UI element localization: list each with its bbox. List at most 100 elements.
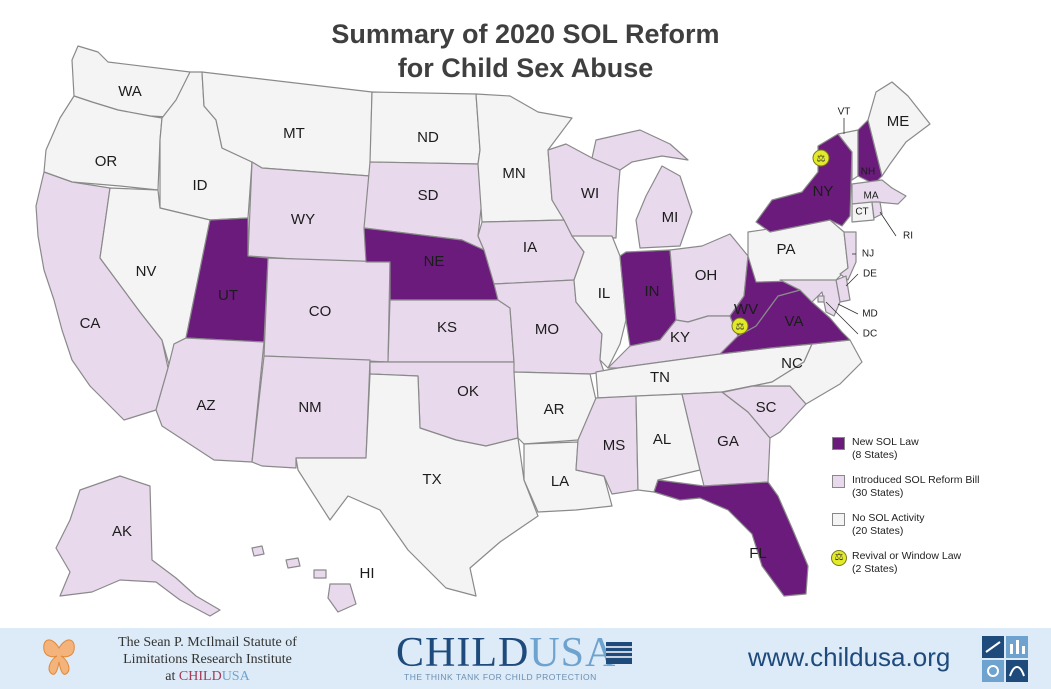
state-label-UT: UT [218,287,238,304]
state-label-IA: IA [523,239,537,256]
institute-line-2: Limitations Research Institute [123,652,292,667]
state-label-MT: MT [283,125,305,142]
state-label-SC: SC [756,399,777,416]
scales-of-justice-icon: ⚖ [736,322,745,333]
leader-line-MD [837,303,859,315]
state-label-IL: IL [598,285,611,302]
institute-line-1: The Sean P. McIlmail Statute of [118,635,297,650]
legend-introduced-label: Introduced SOL Reform Bill [852,474,980,486]
state-label-VA: VA [785,313,804,330]
state-label-LA: LA [551,473,569,490]
state-label-ND: ND [417,129,439,146]
legend-no-activity-label: No SOL Activity [852,512,925,524]
state-NJ [839,231,857,281]
childusa-mark-icon [982,636,1028,682]
state-label-AZ: AZ [196,397,215,414]
legend-new-law-count: (8 States) [852,449,898,461]
state-label-AL: AL [653,431,671,448]
state-DC [817,295,825,303]
state-WI [547,143,621,239]
institute-brand-a: CHILD [178,669,222,684]
footer-banner: The Sean P. McIlmail Statute of Limitati… [0,628,1051,689]
state-label-OK: OK [457,383,479,400]
state-AZ [155,337,265,463]
state-label-NE: NE [424,253,445,270]
flag-icon [606,642,632,664]
state-label-WI: WI [581,185,599,202]
legend-no-activity-count: (20 States) [852,525,904,537]
state-label-NV: NV [136,263,157,280]
state-FL [653,479,809,597]
state-label-MD: MD [862,309,878,320]
logo-text-usa: USA [529,630,617,676]
leader-line-RI [879,211,897,237]
state-label-OH: OH [695,267,718,284]
website-link[interactable]: www.childusa.org [748,642,951,672]
institute-name: The Sean P. McIlmail Statute of Limitati… [85,634,330,685]
state-label-ME: ME [887,113,910,130]
state-label-OR: OR [95,153,118,170]
state-label-RI: RI [903,231,913,242]
state-MI [591,129,693,249]
state-NY [755,133,853,233]
leader-line-DE [845,273,859,287]
state-label-MA: MA [864,191,879,202]
state-HI [251,545,357,613]
state-VT [837,129,859,181]
state-ME [867,81,931,177]
institute-line-3-prefix: at [165,669,179,684]
state-label-CO: CO [309,303,332,320]
revival-icon-NY [812,149,830,167]
state-label-NJ: NJ [862,249,874,260]
map-title-line-1: Summary of 2020 SOL Reform [331,19,720,49]
state-IL [571,235,627,369]
state-TX [295,373,539,597]
state-label-KY: KY [670,329,690,346]
state-label-MN: MN [502,165,525,182]
state-label-AK: AK [112,523,132,540]
state-label-CA: CA [80,315,101,332]
state-label-NC: NC [781,355,803,372]
state-label-NM: NM [298,399,321,416]
legend-swatch-introduced [832,475,845,488]
state-label-WV: WV [734,301,758,318]
state-RI [871,201,883,219]
state-label-CT: CT [855,207,868,218]
revival-icon-WV [731,317,749,335]
state-label-AR: AR [544,401,565,418]
scales-of-justice-icon: ⚖ [817,154,826,165]
state-label-HI: HI [360,565,375,582]
state-AK [55,475,221,617]
state-label-NH: NH [861,167,875,178]
state-label-DE: DE [863,269,877,280]
legend-swatch-new-law [832,437,845,450]
map-title-line-2: for Child Sex Abuse [397,53,654,83]
state-label-MI: MI [662,209,679,226]
state-label-SD: SD [418,187,439,204]
state-label-KS: KS [437,319,457,336]
state-label-MS: MS [603,437,626,454]
state-label-IN: IN [645,283,660,300]
leader-line-DC [825,301,859,335]
logo-tagline: THE THINK TANK FOR CHILD PROTECTION [404,672,597,682]
state-label-WY: WY [291,211,315,228]
state-MA [851,179,907,205]
legend-introduced-count: (30 States) [852,487,904,499]
institute-brand-b: USA [221,669,250,684]
state-label-VT: VT [838,107,851,118]
legend-revival-count: (2 States) [852,563,898,575]
state-label-FL: FL [749,545,767,562]
scales-of-justice-icon: ⚖ [831,550,847,566]
state-label-TX: TX [422,471,441,488]
state-label-DC: DC [863,329,877,340]
us-map: WA OR CA ID NV MT WY UT AZ CO NM ND SD NE KS OK TX MN IA MO… [35,45,931,617]
state-label-PA: PA [777,241,796,258]
state-PA [747,219,849,283]
legend-swatch-no-activity [832,513,845,526]
butterfly-icon [43,639,75,675]
legend-new-law-label: New SOL Law [852,436,919,448]
state-label-ID: ID [193,177,208,194]
state-NC [723,339,863,405]
state-label-MO: MO [535,321,559,338]
state-MD [779,279,841,317]
